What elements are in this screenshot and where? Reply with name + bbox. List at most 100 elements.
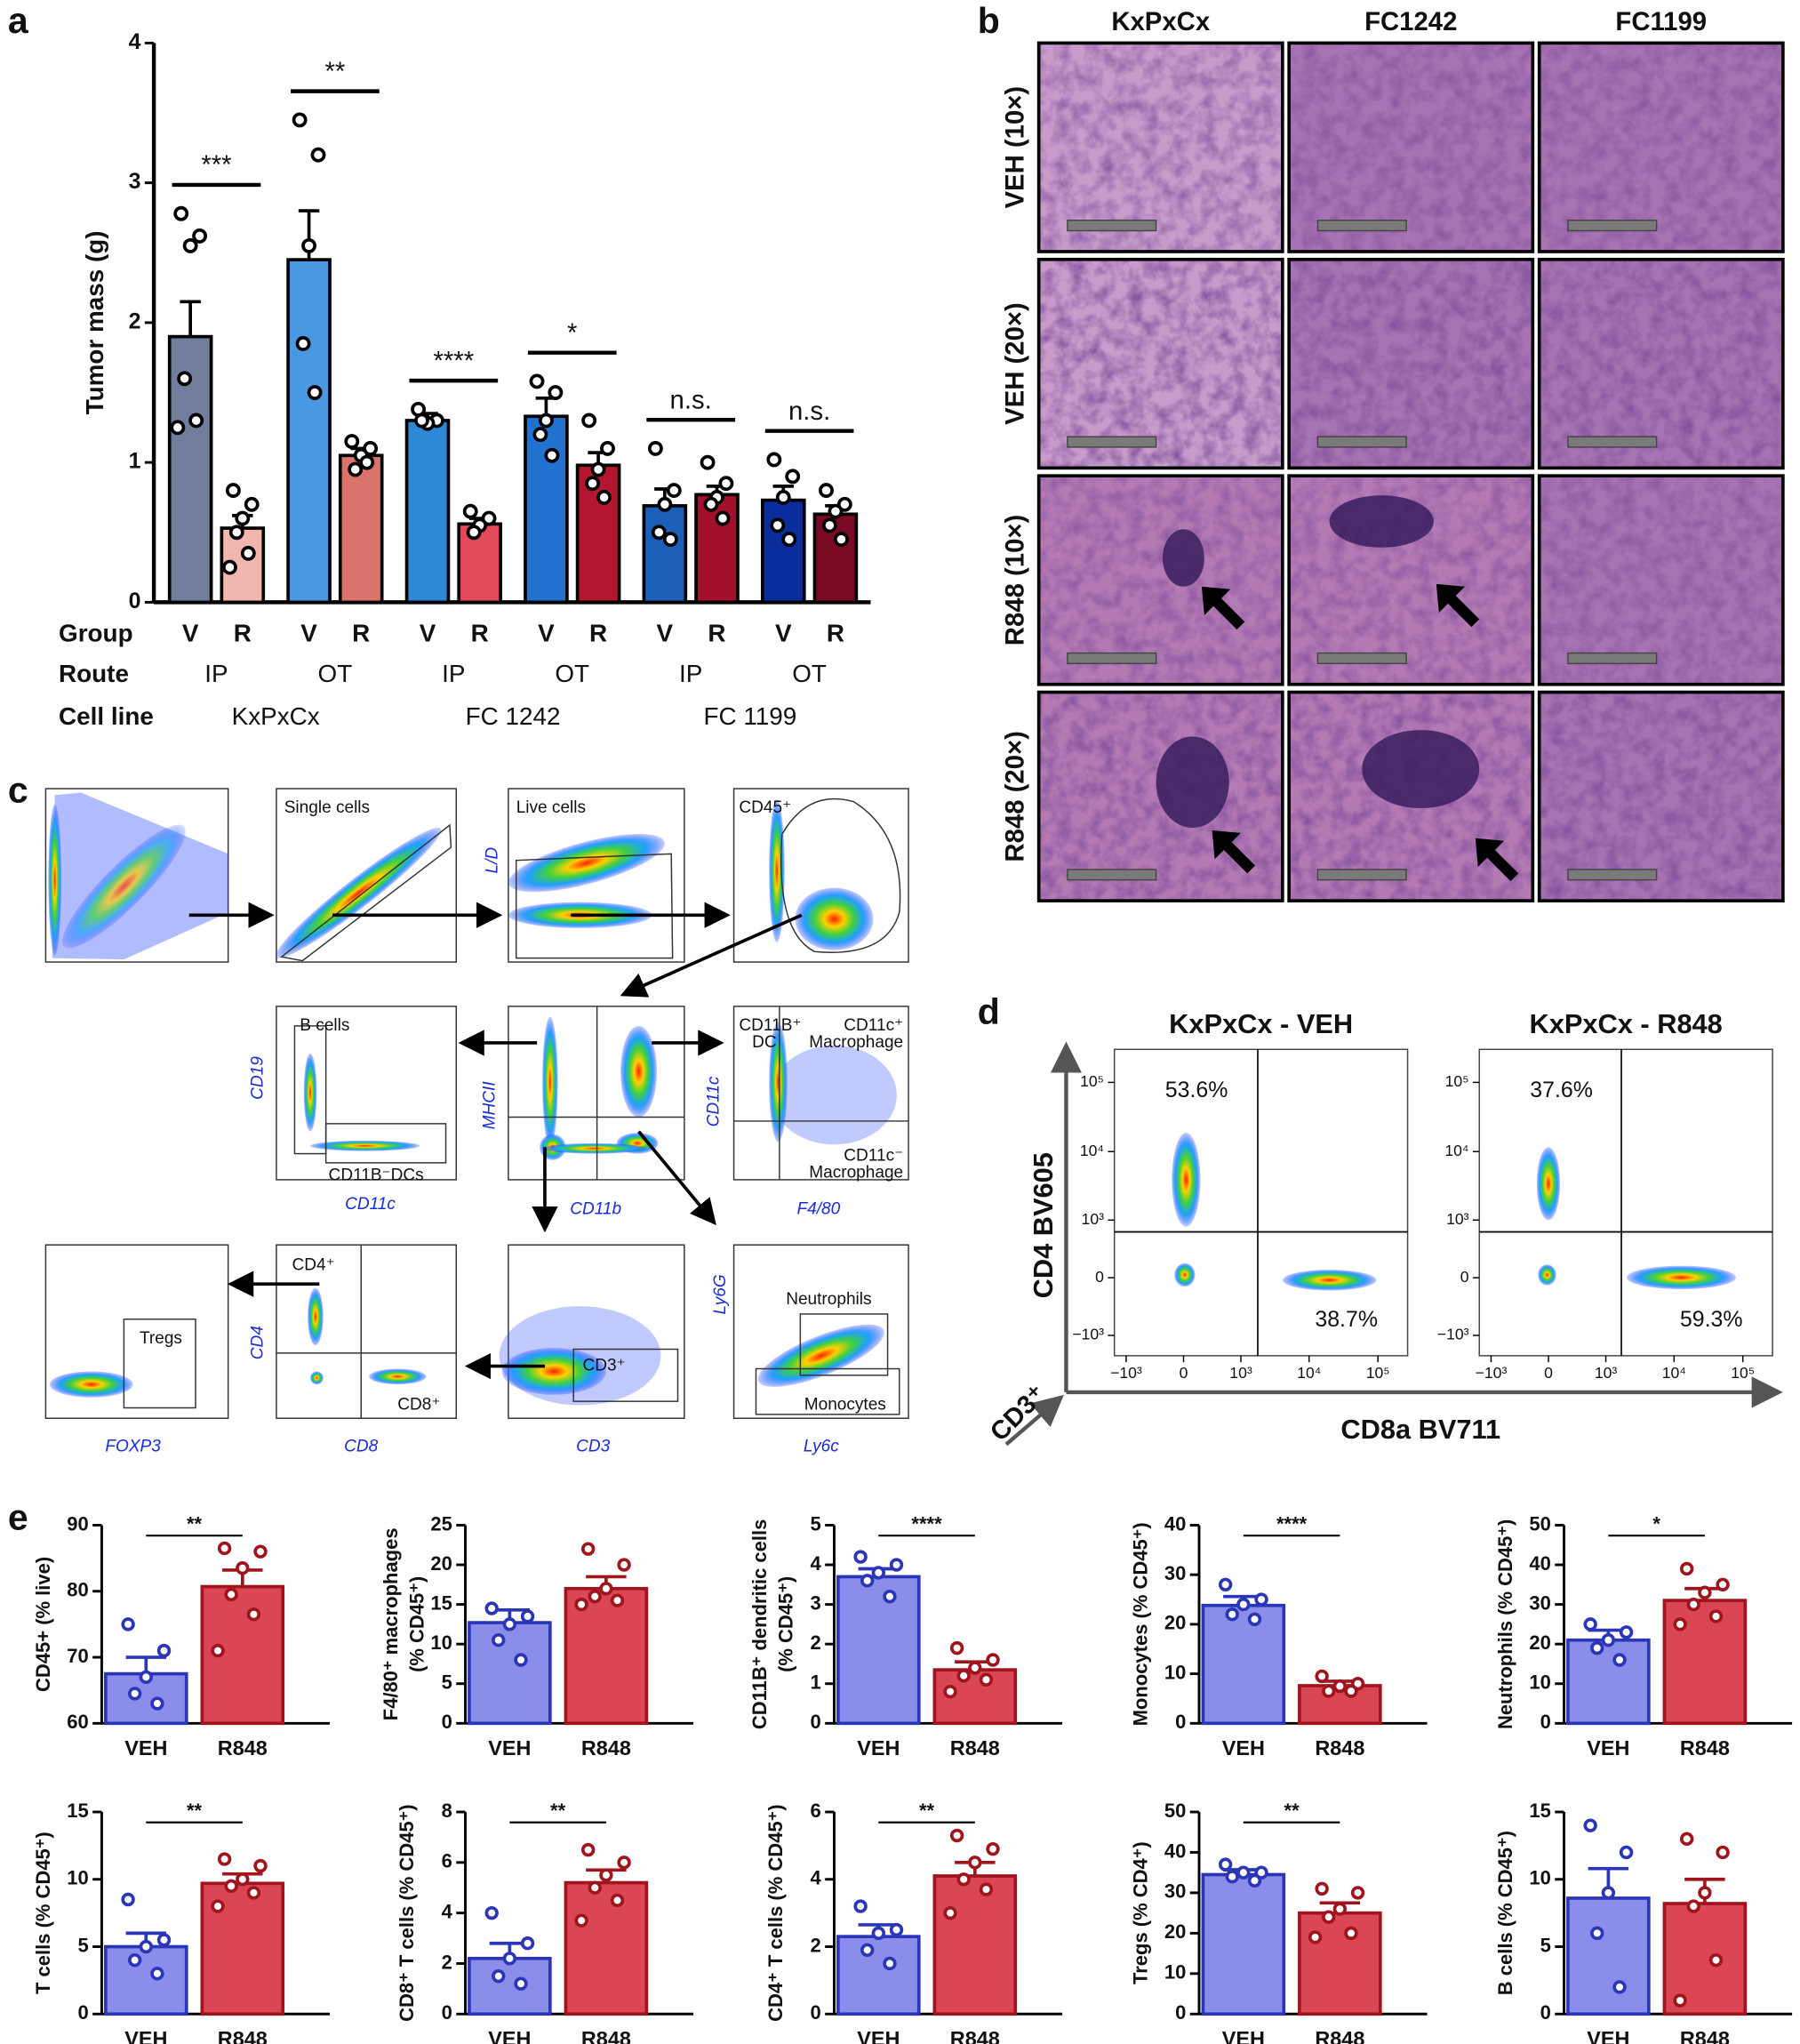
x-tick-label: 0 [1180,1364,1188,1382]
data-point [121,1892,135,1907]
x-tick-label: V [300,619,317,646]
x-tick-label: VEH [124,2027,167,2044]
data-point [253,1858,268,1873]
cloud [508,833,665,893]
data-point [766,452,782,468]
y-tick-label: 1 [129,449,141,474]
data-point [1673,1617,1687,1631]
data-point [466,525,482,541]
y-axis-label: F4/80⁺ macrophages [380,1527,402,1720]
data-point [139,1670,154,1685]
data-point [1679,1561,1694,1576]
tissue-texture [1539,692,1783,902]
quadrant-percent: 53.6% [1165,1078,1228,1102]
data-point [718,476,734,492]
data-point [703,496,719,512]
y-tick-label: 10⁵ [1445,1072,1469,1090]
panel-label: b [978,0,1000,41]
data-point [1590,1640,1604,1655]
data-point [588,1880,602,1895]
route-label: IP [679,660,702,687]
x-tick-label: V [420,619,436,646]
axis-label: FOXP3 [105,1438,161,1456]
y-tick-label: 10³ [1446,1210,1469,1228]
data-point [1344,1684,1358,1698]
data-point [414,413,429,429]
y-tick-label: 0 [1460,1268,1469,1286]
data-point [949,1640,964,1655]
data-point [580,1842,596,1857]
data-point [853,1550,868,1564]
data-point [520,1936,535,1951]
data-point [1225,1607,1239,1622]
bar [836,1935,921,2016]
column-header: FC1242 [1364,7,1457,36]
y-tick-label: 3 [811,1591,821,1614]
scale-bar [1316,436,1407,448]
data-point [484,1601,499,1615]
x-tick-label: VEH [1222,2027,1265,2044]
significance-label: * [1652,1512,1660,1535]
panel-label: c [8,769,28,810]
y-tick-label: 5 [78,1934,89,1956]
data-point [244,496,260,512]
scale-bar [1567,652,1658,665]
y-tick-label: 10 [1164,1961,1186,1984]
y-tick-label: 0 [1095,1268,1104,1286]
data-point [211,1643,225,1658]
data-point [1236,1865,1251,1880]
gate [293,1025,327,1155]
y-tick-label: 4 [811,1867,822,1889]
data-point [217,1852,232,1866]
scale-bar [1316,220,1407,232]
y-axis-label: B cells (% CD45⁺) [1494,1831,1516,1995]
lymphoid-aggregate [1329,495,1434,548]
cloud [1172,1133,1201,1227]
data-point [177,371,193,387]
data-point [1236,1597,1251,1612]
data-point [1583,1818,1597,1832]
data-point [484,1905,499,1920]
y-tick-label: 10 [67,1867,88,1889]
x-tick-label: −10³ [1110,1364,1142,1382]
y-tick-label: 2 [811,1631,821,1654]
gate-label: Single cells [284,798,370,817]
x-tick-label: R848 [218,1736,268,1759]
data-point [581,413,597,429]
x-tick-label: R848 [950,2027,1000,2044]
lymphoid-aggregate [1156,736,1229,829]
y-tick-label: 20 [1529,1631,1550,1654]
y-axis-label: T cells (% CD45⁺) [32,1832,54,1994]
tissue-texture [1038,43,1283,252]
bar [1566,1896,1651,2016]
data-point [170,420,186,436]
x-tick-label: R [471,619,489,646]
data-point [1247,1612,1262,1627]
x-tick-label: R848 [218,2027,268,2044]
y-tick-label: 0 [442,2001,452,2024]
axis-label: CD11c [705,1076,724,1126]
data-point [228,525,244,541]
image-border [1537,41,1785,253]
image-border [1537,690,1785,902]
scale-bar [1067,652,1157,665]
data-point [1708,1609,1724,1623]
gate-label: Monocytes [804,1396,886,1415]
y-tick-label: 0 [1175,2001,1186,2024]
y-tick-label: 0 [442,1711,452,1733]
y-tick-label: 10⁴ [1080,1142,1104,1159]
x-tick-label: R848 [1680,1736,1730,1759]
data-point [1716,1577,1730,1592]
y-tick-label: 60 [67,1711,88,1733]
data-point [127,1952,142,1968]
x-tick-label: VEH [124,1736,167,1759]
bar [468,1621,552,1726]
data-point [617,1558,631,1572]
arrow [637,1130,716,1226]
route-label: OT [792,660,827,687]
axis-label: CD8 [344,1438,379,1456]
significance-label: ** [187,1800,203,1822]
y-axis-label: CD11B⁺ dendritic cells [748,1519,771,1729]
row-header: Cell line [59,702,154,730]
